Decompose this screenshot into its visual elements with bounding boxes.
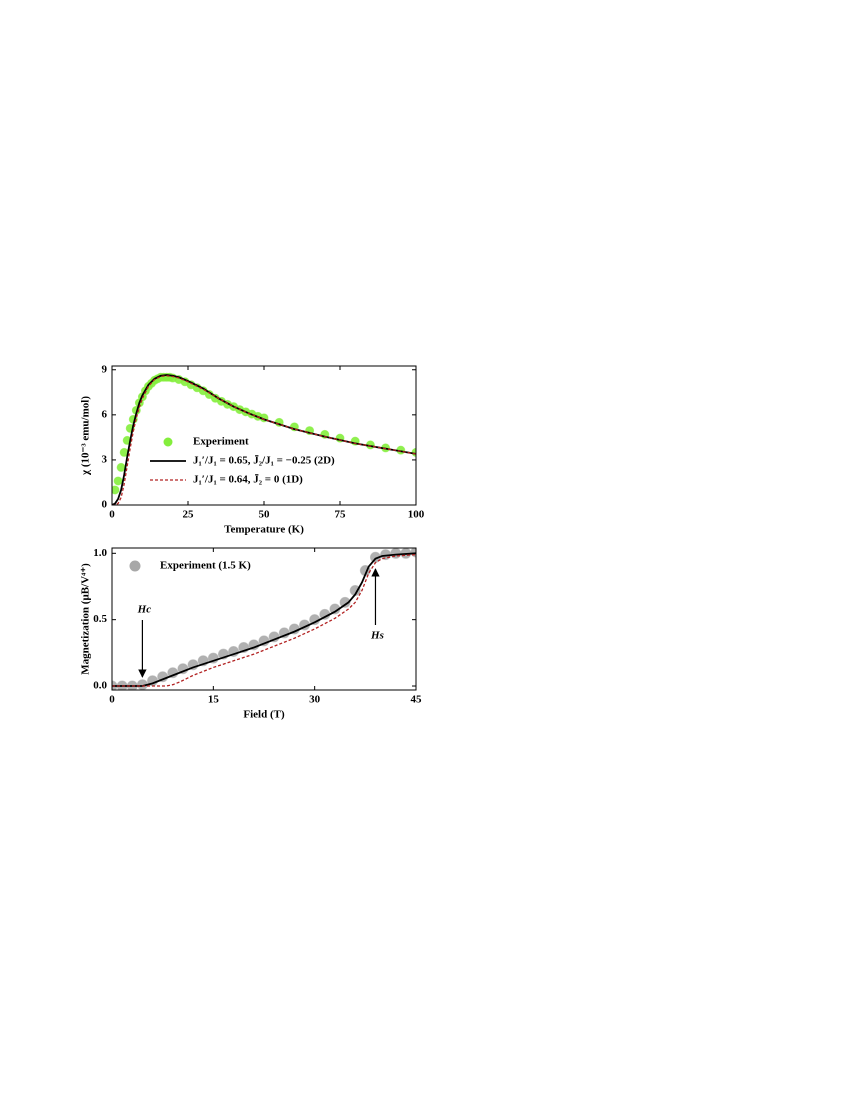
data-point bbox=[113, 476, 123, 486]
plot-area bbox=[112, 548, 416, 690]
series-line bbox=[112, 374, 416, 505]
legend-label: Experiment bbox=[193, 436, 249, 448]
annotation: Hs bbox=[370, 630, 384, 642]
legend-label: Experiment (1.5 K) bbox=[160, 560, 251, 572]
y-tick-label: 0.0 bbox=[93, 680, 107, 692]
x-tick-label: 75 bbox=[335, 509, 347, 521]
series-line bbox=[112, 553, 416, 687]
x-tick-label: 30 bbox=[309, 694, 321, 706]
y-tick-label: 0 bbox=[102, 499, 108, 511]
y-tick-label: 3 bbox=[102, 453, 108, 465]
y-axis-title: Magnetization (μB/V⁴⁺) bbox=[80, 563, 92, 675]
panel: 0 15 30 45 0.0 0.5 1.0 Field (T) Magnetization (… bbox=[80, 547, 422, 721]
x-tick-label: 0 bbox=[109, 694, 115, 706]
legend-label: J₁′/J₁ = 0.64, J̄₂ = 0 (1D) bbox=[193, 474, 303, 486]
panel: 0 25 50 75 100 0 3 6 9 Temperature (K) χ (10⁻³ emu… bbox=[80, 363, 425, 535]
x-axis-title: Temperature (K) bbox=[224, 524, 304, 536]
x-tick-label: 45 bbox=[411, 694, 423, 706]
legend-marker bbox=[129, 560, 141, 572]
x-tick-label: 15 bbox=[208, 694, 220, 706]
data-point bbox=[116, 462, 126, 472]
y-tick-label: 1.0 bbox=[93, 547, 107, 559]
series-line bbox=[112, 375, 416, 505]
data-point bbox=[112, 485, 120, 495]
plot-area bbox=[112, 372, 416, 505]
x-tick-label: 25 bbox=[183, 509, 195, 521]
data-point bbox=[339, 596, 351, 608]
y-tick-label: 0.5 bbox=[93, 613, 107, 625]
legend-marker bbox=[163, 437, 173, 447]
y-tick-label: 9 bbox=[102, 363, 108, 375]
y-tick-label: 6 bbox=[102, 408, 108, 420]
plot-frame bbox=[111, 547, 417, 691]
legend-label: J₁′/J₁ = 0.65, J̄₂/J₁ = −0.25 (2D) bbox=[193, 455, 335, 467]
x-tick-label: 0 bbox=[109, 509, 115, 521]
y-axis-title: χ (10⁻³ emu/mol) bbox=[80, 396, 92, 476]
x-tick-label: 50 bbox=[259, 509, 271, 521]
annotation: Hc bbox=[137, 604, 152, 616]
series-line bbox=[112, 552, 416, 687]
plot-frame bbox=[111, 365, 417, 506]
x-axis-title: Field (T) bbox=[243, 709, 285, 721]
x-tick-label: 100 bbox=[408, 509, 425, 521]
